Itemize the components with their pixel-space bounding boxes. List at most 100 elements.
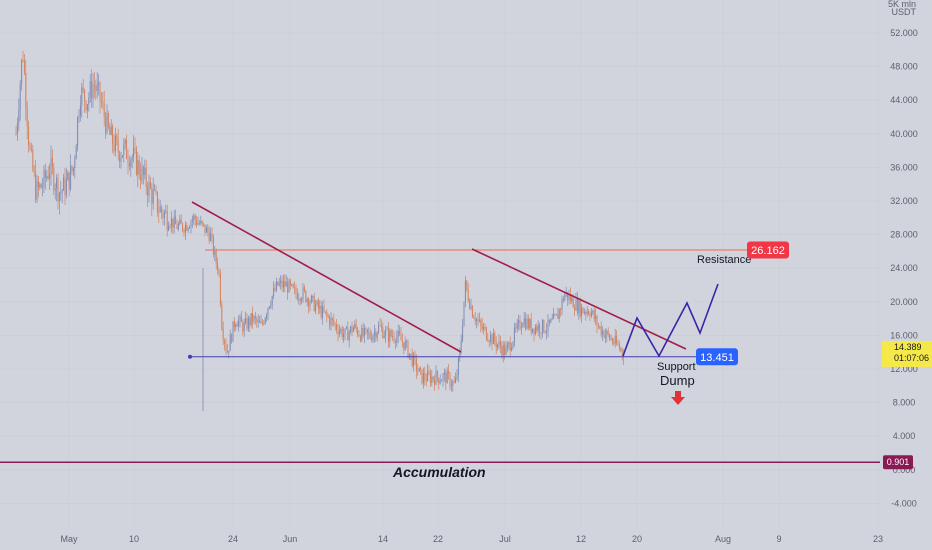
candle-body [37, 181, 39, 188]
candle-body [347, 327, 349, 341]
candle-body [92, 85, 94, 99]
candle-body [42, 187, 44, 188]
candle-body [380, 325, 382, 328]
support-line-anchor[interactable] [188, 354, 192, 359]
candle-body [105, 116, 107, 133]
candle-body [112, 126, 114, 145]
candle-body [182, 223, 184, 231]
candle-body [483, 327, 485, 330]
candle-body [389, 330, 391, 342]
current-price-label[interactable]: 14.389 01:07:06 [882, 340, 932, 367]
candle-body [131, 157, 133, 160]
candle-body [303, 287, 305, 291]
candle-body [331, 317, 333, 320]
candle-body [592, 310, 594, 313]
candle-body [36, 181, 38, 200]
candle-body [457, 357, 459, 376]
candle-body [205, 227, 207, 233]
candle-body [368, 332, 370, 334]
candle-body [586, 311, 588, 314]
candle-body [266, 314, 268, 319]
candle-body [513, 327, 515, 343]
candle-body [235, 324, 237, 328]
candle-body [176, 224, 178, 230]
candle-body [351, 326, 353, 332]
candle-body [561, 298, 563, 310]
trendline-descending-2[interactable] [471, 248, 687, 350]
candle-body [190, 221, 192, 228]
candle-body [86, 104, 88, 111]
candle-body [299, 298, 301, 301]
candle-body [411, 353, 413, 367]
candle-body [207, 227, 209, 233]
candle-body [421, 369, 423, 384]
candle-body [194, 215, 196, 221]
candle-body [616, 336, 618, 344]
projection-path[interactable] [622, 283, 719, 358]
candle-body [343, 334, 345, 338]
candle-body [277, 281, 279, 286]
time-tick-label: 24 [228, 534, 238, 544]
price-tick-label: 36.000 [890, 162, 918, 172]
candle-body [550, 319, 552, 323]
level-price-label[interactable]: 0.901 [883, 455, 913, 470]
candle-body [222, 328, 224, 341]
candle-body [453, 381, 455, 383]
candle-body [56, 177, 58, 189]
candle-body [340, 329, 342, 331]
resistance-price-label[interactable]: 26.162 [747, 241, 789, 259]
price-tick-label: 12.000 [890, 364, 918, 374]
price-axis[interactable]: 52.000 48.000 44.000 40.000 36.000 32.000 28.0… [890, 28, 918, 508]
candle-body [159, 206, 161, 213]
candle-body [58, 192, 60, 202]
candle-body [263, 322, 265, 324]
time-tick-label: May [60, 534, 78, 544]
candle-body [315, 304, 317, 311]
candle-body [21, 59, 23, 84]
candle-body [77, 117, 79, 147]
candle-body [600, 326, 602, 335]
candle-body [218, 270, 220, 273]
candle-body [267, 308, 269, 315]
candle-body [491, 334, 493, 345]
support-price-label[interactable]: 13.451 [696, 348, 738, 366]
price-tick-label: 40.000 [890, 129, 918, 139]
candle-body [372, 335, 374, 341]
candle-body [110, 126, 112, 135]
candle-body [226, 350, 228, 353]
candle-body [551, 318, 553, 320]
time-axis[interactable]: May 10 24 Jun 14 22 Jul 12 20 Aug 9 23 [60, 534, 883, 544]
candle-body [602, 330, 604, 335]
candle-body [54, 188, 56, 191]
candle-body [67, 172, 69, 181]
candle-body [413, 354, 415, 367]
candle-body [60, 192, 62, 194]
candle-body [140, 174, 142, 181]
candle-body [68, 172, 70, 190]
candle-body [589, 314, 591, 317]
candle-body [336, 324, 338, 330]
candle-body [523, 318, 525, 325]
candle-body [448, 370, 450, 374]
trendline-descending-1[interactable] [191, 201, 462, 353]
candle-body [604, 334, 606, 338]
candle-body [530, 319, 532, 333]
candle-body [362, 328, 364, 336]
candle-body [382, 327, 384, 338]
candle-body [386, 329, 388, 330]
candle-body [581, 307, 583, 317]
candle-body [249, 318, 251, 326]
candle-body [588, 311, 590, 315]
candle-body [46, 176, 48, 179]
candle-body [484, 327, 486, 328]
candle-body [614, 336, 616, 344]
candle-body [214, 251, 216, 255]
candle-body [225, 343, 227, 351]
candle-body [562, 298, 564, 301]
candle-body [583, 312, 585, 314]
candle-body [432, 376, 434, 380]
candle-body [533, 328, 535, 334]
candle-body [502, 345, 504, 356]
candle-body [32, 149, 34, 170]
